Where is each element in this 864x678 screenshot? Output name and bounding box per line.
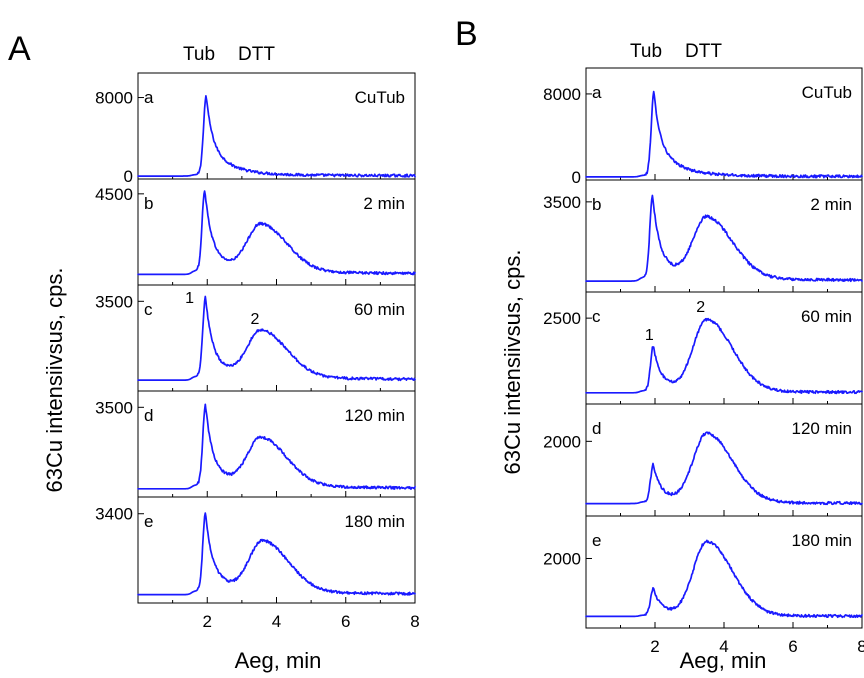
subplot-letter: b bbox=[592, 195, 601, 214]
y-tick-label: 2000 bbox=[543, 549, 581, 568]
peak-label-2: 2 bbox=[250, 311, 259, 328]
series-line bbox=[585, 194, 863, 283]
y-tick-label: 4500 bbox=[95, 185, 133, 204]
series-line bbox=[137, 403, 416, 490]
subplot-condition-label: 180 min bbox=[345, 512, 405, 531]
series-line bbox=[137, 190, 416, 276]
subplot-letter: e bbox=[592, 531, 601, 550]
header-label: Tub bbox=[183, 44, 215, 65]
x-tick-label: 4 bbox=[272, 612, 281, 631]
x-tick-label: 2 bbox=[650, 637, 659, 656]
subplot-condition-label: 120 min bbox=[792, 419, 852, 438]
series-line bbox=[137, 295, 416, 382]
peak-label-1: 1 bbox=[185, 290, 194, 307]
subplot-condition-label: 120 min bbox=[345, 406, 405, 425]
subplot-condition-label: CuTub bbox=[802, 83, 852, 102]
x-axis-title: Aeg, min bbox=[235, 648, 322, 673]
y-tick-label: 8000 bbox=[95, 89, 133, 108]
series-line bbox=[137, 512, 416, 596]
subplot-condition-label: 2 min bbox=[810, 195, 852, 214]
subplot-a: 8000 0 a CuTub bbox=[543, 67, 863, 187]
y-tick-label: 2000 bbox=[543, 432, 581, 451]
x-tick-label: 8 bbox=[857, 637, 864, 656]
header-label: DTT bbox=[238, 44, 275, 65]
subplot-letter: d bbox=[592, 419, 601, 438]
header-label: Tub bbox=[630, 41, 662, 62]
series-line bbox=[585, 539, 863, 619]
y-tick-label: 3400 bbox=[95, 505, 133, 524]
x-tick-label: 6 bbox=[341, 612, 350, 631]
subplot-e: 2000 e 180 min 2 4 6 8 bbox=[543, 515, 864, 656]
x-tick-label: 6 bbox=[788, 637, 797, 656]
subplot-condition-label: 180 min bbox=[792, 531, 852, 550]
subplot-d: 2000 d 120 min bbox=[543, 403, 863, 517]
subplot-letter: c bbox=[144, 300, 153, 319]
subplot-d: 3500 d 120 min bbox=[95, 390, 416, 498]
header-label: DTT bbox=[685, 41, 722, 62]
series-line bbox=[585, 431, 863, 506]
y-tick-label: 3500 bbox=[95, 292, 133, 311]
peak-label-2: 2 bbox=[696, 299, 705, 316]
x-tick-label: 8 bbox=[410, 612, 419, 631]
subplot-letter: b bbox=[144, 194, 153, 213]
x-axis-title: Aeg, min bbox=[680, 648, 767, 673]
subplot-condition-label: 60 min bbox=[801, 307, 852, 326]
subplot-condition-label: CuTub bbox=[355, 88, 405, 107]
subplot-letter: a bbox=[144, 88, 154, 107]
y-axis-title: 63Cu intensiivsus, cps. bbox=[42, 268, 67, 493]
subplot-letter: c bbox=[592, 307, 601, 326]
subplot-c: 2500 c 60 min 1 2 bbox=[543, 291, 863, 405]
x-tick-label: 4 bbox=[719, 637, 728, 656]
y-tick-label: 0 bbox=[572, 168, 581, 187]
series-line bbox=[137, 95, 416, 178]
subplot-a: 8000 0 a CuTub bbox=[95, 72, 416, 186]
panel-letter: B bbox=[455, 15, 478, 53]
y-tick-label: 3500 bbox=[543, 193, 581, 212]
y-tick-label: 0 bbox=[124, 167, 133, 186]
y-tick-label: 8000 bbox=[543, 85, 581, 104]
series-line bbox=[585, 317, 863, 395]
y-axis-title: 63Cu intensiivsus, cps. bbox=[500, 250, 525, 475]
y-tick-label: 3500 bbox=[95, 398, 133, 417]
x-tick-label: 2 bbox=[203, 612, 212, 631]
panel-letter: A bbox=[8, 30, 31, 68]
subplot-c: 3500 c 60 min 1 2 bbox=[95, 284, 416, 392]
subplot-e: 3400 e 180 min 2 4 6 8 bbox=[95, 496, 420, 631]
subplot-letter: d bbox=[144, 406, 153, 425]
subplot-condition-label: 60 min bbox=[354, 300, 405, 319]
subplot-condition-label: 2 min bbox=[363, 194, 405, 213]
peak-label-1: 1 bbox=[645, 327, 654, 344]
subplot-letter: e bbox=[144, 512, 153, 531]
y-tick-label: 2500 bbox=[543, 309, 581, 328]
subplot-letter: a bbox=[592, 83, 602, 102]
subplot-b: 4500 b 2 min bbox=[95, 178, 416, 286]
subplot-b: 3500 b 2 min bbox=[543, 179, 863, 293]
series-line bbox=[585, 90, 863, 179]
